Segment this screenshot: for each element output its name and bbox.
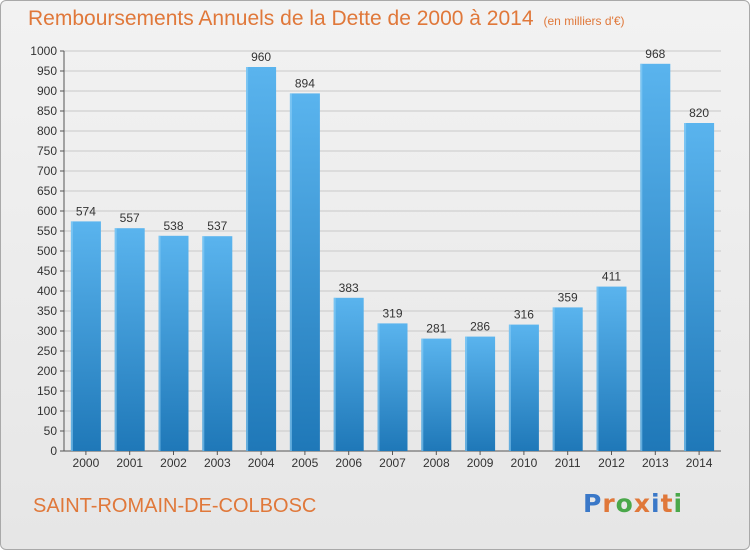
data-label-2006: 383 [339, 281, 359, 295]
x-tick-label-2007: 2007 [379, 456, 406, 470]
x-tick-label-2003: 2003 [204, 456, 231, 470]
bar-2009 [465, 336, 496, 451]
x-tick-label-2011: 2011 [555, 456, 581, 470]
logo-letter: i [673, 489, 684, 518]
y-tick-label: 800 [37, 124, 57, 138]
data-label-2008: 281 [426, 322, 446, 336]
y-tick-label: 400 [37, 284, 57, 298]
x-tick-label-2014: 2014 [686, 456, 713, 470]
bar-highlight [70, 221, 73, 451]
bar-2008 [421, 338, 452, 451]
bar-2006 [333, 297, 364, 451]
bar-highlight [684, 123, 687, 451]
bar-2012 [596, 286, 627, 451]
bar-2007 [377, 323, 408, 451]
data-label-2007: 319 [382, 306, 402, 320]
chart-unit-note: (en milliers d'€) [543, 14, 625, 28]
city-name: SAINT-ROMAIN-DE-COLBOSC [33, 495, 317, 517]
y-tick-label: 100 [37, 404, 57, 418]
y-tick-label: 700 [37, 164, 57, 178]
logo-letter: i [651, 489, 661, 518]
y-tick-label: 550 [37, 224, 57, 238]
y-tick-label: 50 [44, 424, 58, 438]
x-tick-label-2001: 2001 [116, 456, 143, 470]
y-tick-label: 500 [37, 244, 57, 258]
bar-highlight [114, 228, 117, 451]
y-tick-label: 450 [37, 264, 57, 278]
proxiti-logo: Proxiti [583, 489, 683, 518]
x-tick-label-2000: 2000 [73, 456, 100, 470]
bar-2010 [508, 324, 539, 451]
bar-2011 [552, 307, 583, 451]
bar-2005 [289, 93, 320, 452]
bar-highlight [465, 336, 468, 451]
bar-highlight [640, 63, 643, 452]
logo-letter: x [633, 489, 651, 518]
data-label-2005: 894 [295, 76, 315, 90]
y-tick-label: 1000 [30, 44, 57, 58]
y-tick-label: 250 [37, 344, 57, 358]
bar-highlight [421, 338, 424, 451]
bar-2014 [684, 123, 715, 451]
bar-2013 [640, 63, 671, 452]
y-tick-label: 300 [37, 324, 57, 338]
x-tick-label-2013: 2013 [642, 456, 669, 470]
x-tick-label-2004: 2004 [248, 456, 275, 470]
data-label-2012: 411 [602, 270, 621, 284]
bar-highlight [202, 236, 205, 451]
bar-highlight [246, 67, 249, 451]
logo-letter: o [615, 489, 634, 518]
bar-highlight [596, 286, 599, 451]
data-label-2001: 557 [120, 211, 140, 225]
y-tick-label: 950 [37, 64, 57, 78]
bar-highlight [289, 93, 292, 452]
bar-highlight [377, 323, 380, 451]
y-tick-label: 750 [37, 144, 57, 158]
logo-letter: r [602, 489, 616, 518]
x-tick-label-2012: 2012 [598, 456, 625, 470]
x-tick-label-2006: 2006 [335, 456, 362, 470]
bar-highlight [508, 324, 511, 451]
y-tick-label: 0 [50, 444, 57, 458]
y-tick-label: 600 [37, 204, 57, 218]
x-tick-label-2005: 2005 [292, 456, 319, 470]
bar-2000 [70, 221, 101, 451]
data-label-2002: 538 [163, 219, 183, 233]
data-label-2000: 574 [76, 204, 96, 218]
chart-title-text: Remboursements Annuels de la Dette de 20… [28, 7, 534, 30]
logo-letter: P [583, 489, 603, 518]
y-tick-label: 900 [37, 84, 57, 98]
data-label-2010: 316 [514, 308, 534, 322]
bar-2004 [246, 67, 277, 451]
bar-2003 [202, 236, 233, 451]
x-tick-label-2002: 2002 [160, 456, 187, 470]
y-tick-label: 200 [37, 364, 57, 378]
data-label-2011: 359 [558, 290, 578, 304]
data-label-2003: 537 [207, 219, 227, 233]
data-label-2004: 960 [251, 50, 271, 64]
bar-highlight [552, 307, 555, 451]
y-tick-label: 650 [37, 184, 57, 198]
y-tick-label: 850 [37, 104, 57, 118]
chart-title: Remboursements Annuels de la Dette de 20… [28, 7, 625, 31]
bar-highlight [333, 297, 336, 451]
bar-2001 [114, 228, 145, 451]
y-tick-label: 150 [37, 384, 57, 398]
x-tick-label-2009: 2009 [467, 456, 494, 470]
bar-2002 [158, 235, 189, 451]
data-label-2013: 968 [645, 47, 665, 61]
logo-letter: t [660, 489, 674, 518]
x-tick-label-2008: 2008 [423, 456, 450, 470]
x-tick-label-2010: 2010 [511, 456, 538, 470]
y-tick-label: 350 [37, 304, 57, 318]
data-label-2009: 286 [470, 320, 490, 334]
bar-highlight [158, 235, 161, 451]
data-label-2014: 820 [689, 106, 709, 120]
